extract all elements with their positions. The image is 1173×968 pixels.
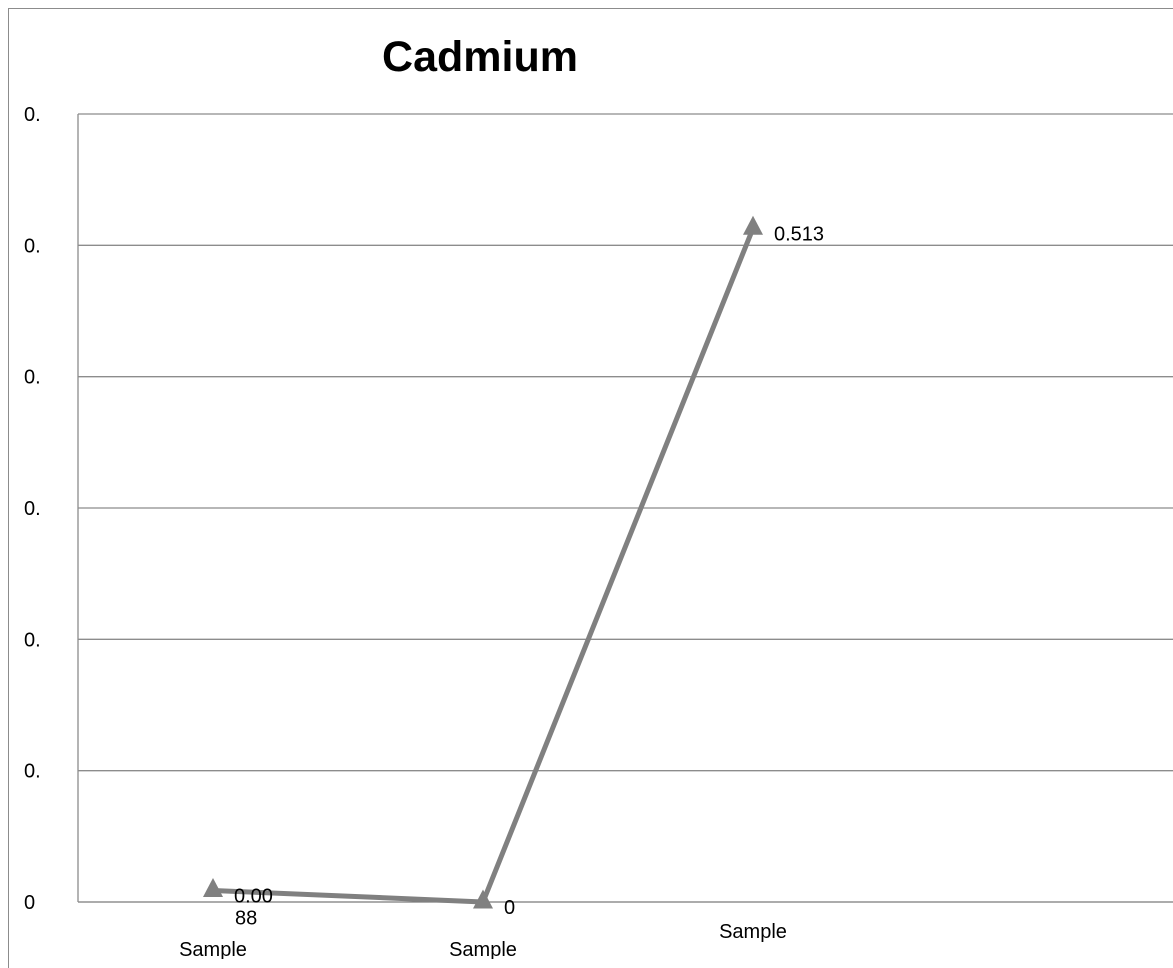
data-point-marker xyxy=(473,889,493,909)
chart-frame xyxy=(8,8,1173,968)
data-label: 0.513 xyxy=(774,223,824,245)
data-label: 0 xyxy=(504,897,515,919)
x-tick-label: Sample xyxy=(719,921,787,943)
y-tick-label: 0. xyxy=(24,367,41,389)
y-tick-label: 0. xyxy=(24,629,41,651)
data-point-marker xyxy=(743,215,763,235)
y-tick-label: 0. xyxy=(24,498,41,520)
series-line xyxy=(212,227,756,905)
y-tick-label: 0. xyxy=(24,235,41,257)
data-point-marker xyxy=(203,877,223,897)
data-label: 0.00 88 xyxy=(234,885,273,929)
x-tick-label: Sample xyxy=(179,939,247,959)
y-tick-label: 0 xyxy=(24,892,35,914)
y-tick-label: 0. xyxy=(24,761,41,783)
chart-title: Cadmium xyxy=(382,33,578,81)
x-tick-label: Sample xyxy=(449,939,517,959)
y-tick-label: 0. xyxy=(24,104,41,126)
